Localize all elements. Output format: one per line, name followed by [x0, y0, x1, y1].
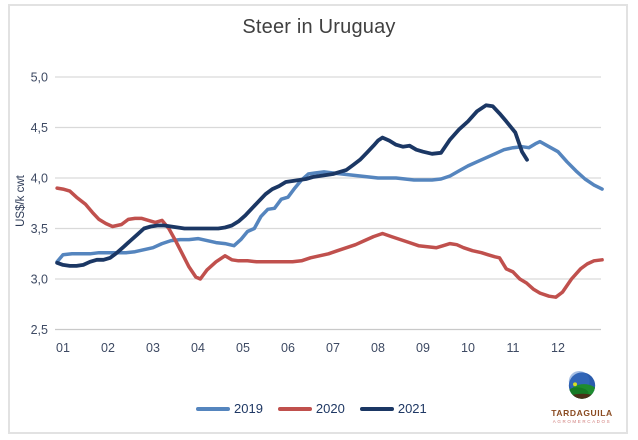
y-tick-label: 4,5	[31, 121, 48, 135]
legend-label: 2020	[315, 401, 345, 416]
globe-icon	[568, 370, 596, 399]
y-tick-label: 2,5	[31, 323, 48, 337]
x-tick-label: 05	[236, 341, 250, 355]
x-tick-label: 08	[371, 341, 385, 355]
x-tick-label: 12	[551, 341, 565, 355]
x-tick-label: 03	[146, 341, 160, 355]
y-tick-label: 3,5	[31, 222, 48, 236]
x-tick-label: 09	[416, 341, 430, 355]
x-tick-label: 02	[101, 341, 115, 355]
brand-logo: TARDAGUILA AGROMERCADOS	[540, 370, 624, 424]
series-line-2020	[55, 186, 604, 299]
legend-item-2020: 2020	[277, 401, 345, 416]
brand-name: TARDAGUILA	[551, 408, 613, 418]
legend-swatch-2021	[359, 406, 394, 411]
legend-swatch-2019	[196, 406, 230, 411]
y-tick-label: 3,0	[31, 273, 48, 287]
x-tick-label: 01	[56, 341, 70, 355]
x-tick-label: 04	[191, 341, 205, 355]
x-tick-label: 11	[507, 341, 520, 355]
series-line-2021	[55, 103, 529, 268]
y-tick-label: 4,0	[31, 172, 48, 186]
y-tick-label: 5,0	[31, 71, 48, 85]
legend-swatch-2020	[277, 406, 312, 411]
x-tick-label: 06	[281, 341, 295, 355]
legend-item-2021: 2021	[359, 401, 427, 416]
x-tick-label: 10	[461, 341, 475, 355]
legend-item-2019: 2019	[196, 401, 263, 416]
page-title: Steer in Uruguay	[242, 16, 396, 38]
legend: 2019 2020 2021	[196, 401, 427, 416]
legend-label: 2019	[234, 401, 263, 416]
legend-label: 2021	[397, 401, 427, 416]
x-tick-label: 07	[326, 341, 340, 355]
brand-subtext: AGROMERCADOS	[552, 419, 612, 424]
series-line-2019	[55, 139, 604, 264]
